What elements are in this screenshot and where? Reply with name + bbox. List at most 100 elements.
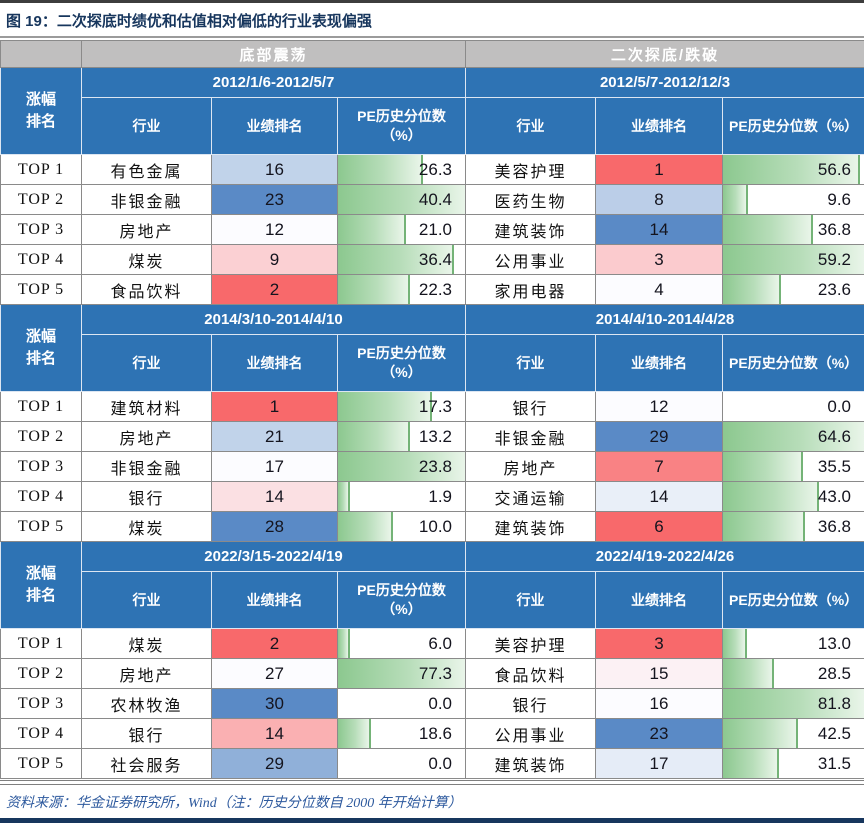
col-header-industry: 行业 — [466, 335, 596, 392]
table-row: TOP 5 煤炭 28 10.0 建筑装饰 6 36.8 — [1, 512, 864, 542]
top-label: TOP 3 — [1, 452, 82, 482]
pe-value: 56.6 — [723, 155, 864, 184]
rank-cell: 4 — [596, 275, 723, 305]
industry-cell: 银行 — [466, 392, 596, 422]
pe-value: 6.0 — [338, 629, 465, 658]
corner-cell — [1, 41, 82, 68]
period-header-row: 涨幅 排名 2022/3/15-2022/4/19 2022/4/19-2022… — [1, 542, 864, 572]
pe-cell: 59.2 — [723, 245, 864, 275]
industry-cell: 房地产 — [82, 215, 212, 245]
col-header-perf-rank: 业绩排名 — [596, 335, 723, 392]
industry-cell: 医药生物 — [466, 185, 596, 215]
col-header-perf-rank: 业绩排名 — [596, 98, 723, 155]
pe-cell: 36.4 — [338, 245, 466, 275]
industry-cell: 非银金融 — [466, 422, 596, 452]
pe-cell: 64.6 — [723, 422, 864, 452]
top-label: TOP 5 — [1, 275, 82, 305]
rank-cell: 15 — [596, 659, 723, 689]
pe-value: 64.6 — [723, 422, 864, 451]
rank-cell: 21 — [212, 422, 338, 452]
industry-cell: 非银金融 — [82, 452, 212, 482]
industry-cell: 家用电器 — [466, 275, 596, 305]
rank-cell: 12 — [596, 392, 723, 422]
group-header-row: 底部震荡 二次探底/跌破 — [1, 41, 864, 68]
pe-value: 40.4 — [338, 185, 465, 214]
table-row: TOP 5 食品饮料 2 22.3 家用电器 4 23.6 — [1, 275, 864, 305]
rank-cell: 7 — [596, 452, 723, 482]
col-header-perf-rank: 业绩排名 — [212, 98, 338, 155]
rank-cell: 16 — [596, 689, 723, 719]
pe-value: 42.5 — [723, 719, 864, 748]
col-header-industry: 行业 — [82, 572, 212, 629]
industry-cell: 煤炭 — [82, 245, 212, 275]
gain-rank-header: 涨幅 排名 — [1, 542, 82, 629]
industry-cell: 煤炭 — [82, 629, 212, 659]
pe-cell: 10.0 — [338, 512, 466, 542]
pe-value: 23.8 — [338, 452, 465, 481]
col-header-pe-percentile: PE历史分位数（%） — [723, 335, 864, 392]
col-header-pe-percentile: PE历史分位数（%） — [338, 572, 466, 629]
col-header-pe-percentile: PE历史分位数（%） — [723, 98, 864, 155]
rank-cell: 29 — [212, 749, 338, 779]
col-header-industry: 行业 — [466, 572, 596, 629]
table-row: TOP 1 有色金属 16 26.3 美容护理 1 56.6 — [1, 155, 864, 185]
top-label: TOP 2 — [1, 659, 82, 689]
pe-value: 59.2 — [723, 245, 864, 274]
subheader-row: 行业 业绩排名 PE历史分位数（%） 行业 业绩排名 PE历史分位数（%） — [1, 572, 864, 629]
table-row: TOP 2 非银金融 23 40.4 医药生物 8 9.6 — [1, 185, 864, 215]
pe-value: 13.2 — [338, 422, 465, 451]
pe-value: 36.8 — [723, 215, 864, 244]
rank-cell: 27 — [212, 659, 338, 689]
industry-cell: 房地产 — [82, 422, 212, 452]
pe-value: 1.9 — [338, 482, 465, 511]
col-header-pe-percentile: PE历史分位数（%） — [723, 572, 864, 629]
pe-cell: 56.6 — [723, 155, 864, 185]
industry-cell: 银行 — [82, 719, 212, 749]
industry-cell: 公用事业 — [466, 245, 596, 275]
pe-value: 22.3 — [338, 275, 465, 304]
group-header-bottom-oscillation: 底部震荡 — [82, 41, 466, 68]
col-header-industry: 行业 — [466, 98, 596, 155]
industry-cell: 交通运输 — [466, 482, 596, 512]
source-note: 资料来源：华金证券研究所，Wind（注：历史分位数自 2000 年开始计算） — [0, 785, 864, 818]
industry-cell: 银行 — [82, 482, 212, 512]
top-label: TOP 3 — [1, 215, 82, 245]
rank-cell: 16 — [212, 155, 338, 185]
pe-cell: 23.8 — [338, 452, 466, 482]
industry-cell: 美容护理 — [466, 629, 596, 659]
top-label: TOP 1 — [1, 155, 82, 185]
pe-cell: 81.8 — [723, 689, 864, 719]
industry-cell: 社会服务 — [82, 749, 212, 779]
pe-cell: 13.0 — [723, 629, 864, 659]
bottom-divider — [0, 818, 864, 823]
pe-cell: 23.6 — [723, 275, 864, 305]
pe-value: 81.8 — [723, 689, 864, 718]
pe-value: 0.0 — [338, 689, 465, 718]
pe-value: 13.0 — [723, 629, 864, 658]
top-label: TOP 1 — [1, 392, 82, 422]
pe-value: 9.6 — [723, 185, 864, 214]
pe-cell: 13.2 — [338, 422, 466, 452]
pe-cell: 6.0 — [338, 629, 466, 659]
rank-cell: 14 — [212, 482, 338, 512]
table-row: TOP 4 银行 14 18.6 公用事业 23 42.5 — [1, 719, 864, 749]
industry-performance-table: 底部震荡 二次探底/跌破 涨幅 排名 2012/1/6-2012/5/7 201… — [0, 40, 864, 779]
pe-cell: 36.8 — [723, 512, 864, 542]
industry-cell: 农林牧渔 — [82, 689, 212, 719]
pe-value: 36.8 — [723, 512, 864, 541]
pe-value: 28.5 — [723, 659, 864, 688]
rank-cell: 8 — [596, 185, 723, 215]
pe-value: 10.0 — [338, 512, 465, 541]
industry-cell: 房地产 — [82, 659, 212, 689]
pe-value: 23.6 — [723, 275, 864, 304]
pe-cell: 22.3 — [338, 275, 466, 305]
top-label: TOP 5 — [1, 512, 82, 542]
col-header-pe-percentile: PE历史分位数（%） — [338, 98, 466, 155]
table-row: TOP 1 建筑材料 1 17.3 银行 12 0.0 — [1, 392, 864, 422]
pe-value: 36.4 — [338, 245, 465, 274]
rank-cell: 1 — [596, 155, 723, 185]
rank-cell: 23 — [212, 185, 338, 215]
col-header-pe-percentile: PE历史分位数（%） — [338, 335, 466, 392]
gain-rank-header: 涨幅 排名 — [1, 305, 82, 392]
table-row: TOP 5 社会服务 29 0.0 建筑装饰 17 31.5 — [1, 749, 864, 779]
